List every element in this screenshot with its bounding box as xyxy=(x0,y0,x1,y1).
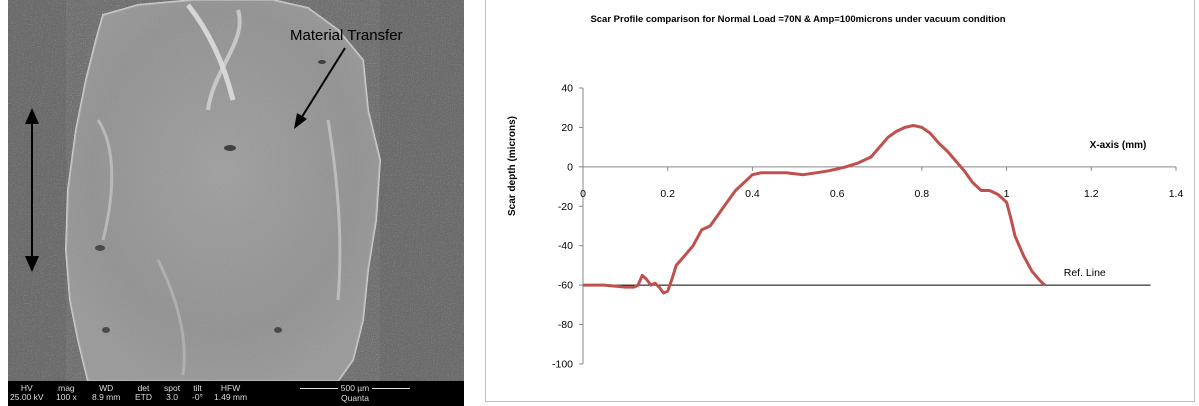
y-tick-label: 0 xyxy=(567,161,573,173)
sliding-direction-arrow-icon xyxy=(25,108,39,272)
sem-micrograph-panel: Material Transfer HV 25.00 kV mag 100 x WD… xyxy=(8,0,464,406)
scale-bar-label: 500 µm xyxy=(340,383,370,393)
databar-wd: WD 8.9 mm xyxy=(92,383,121,402)
databar-tilt: tilt -0° xyxy=(192,383,203,402)
material-transfer-arrow-icon xyxy=(294,47,346,129)
y-tick-label: 20 xyxy=(561,122,573,134)
y-tick-label: -40 xyxy=(558,240,573,252)
ref-line-label: Ref. Line xyxy=(1064,267,1106,279)
x-tick-label: 0.6 xyxy=(830,188,845,200)
databar-det: det ETD xyxy=(135,383,152,402)
material-transfer-label: Material Transfer xyxy=(290,27,403,44)
reference-line-group: Ref. Line xyxy=(583,267,1151,286)
x-axis-title: X-axis (mm) xyxy=(1090,140,1147,151)
y-tick-label: 40 xyxy=(561,83,573,95)
y-tick-label: -80 xyxy=(558,319,573,331)
sem-image: Material Transfer xyxy=(8,0,464,382)
sem-databar: HV 25.00 kV mag 100 x WD 8.9 mm det ETD spot… xyxy=(8,381,464,406)
x-tick-label: 0.4 xyxy=(745,188,760,200)
axes: 40 20 0 -20 -40 -60 -80 -100 0 0.2 0.4 0.6 0.8 1 1.2 1.… xyxy=(552,83,1183,371)
y-tick-label: -60 xyxy=(558,280,573,292)
scar-profile-chart: Scar Profile comparison for Normal Load … xyxy=(485,0,1195,402)
series-group xyxy=(583,124,1046,295)
chart-canvas: Scar Profile comparison for Normal Load … xyxy=(507,14,1183,371)
series-line xyxy=(583,124,1046,295)
x-tick-label: 0.2 xyxy=(660,188,675,200)
databar-hv: HV 25.00 kV xyxy=(10,383,44,402)
scale-bar: 500 µm xyxy=(300,384,410,393)
x-tick-label: 0 xyxy=(580,188,586,200)
chart-title: Scar Profile comparison for Normal Load … xyxy=(590,14,1005,25)
y-axis-title: Scar depth (microns) xyxy=(507,116,518,216)
x-tick-label: 1.4 xyxy=(1169,188,1184,200)
databar-mag: mag 100 x xyxy=(56,383,77,402)
databar-hfw: HFW 1.49 mm xyxy=(214,383,248,402)
y-tick-label: -20 xyxy=(558,201,573,213)
x-tick-label: 1.2 xyxy=(1084,188,1099,200)
y-tick-label: -100 xyxy=(552,359,573,371)
x-tick-label: 1 xyxy=(1004,188,1010,200)
x-tick-label: 0.8 xyxy=(915,188,930,200)
instrument-label: Quanta xyxy=(341,393,369,403)
databar-spot: spot 3.0 xyxy=(164,383,181,402)
